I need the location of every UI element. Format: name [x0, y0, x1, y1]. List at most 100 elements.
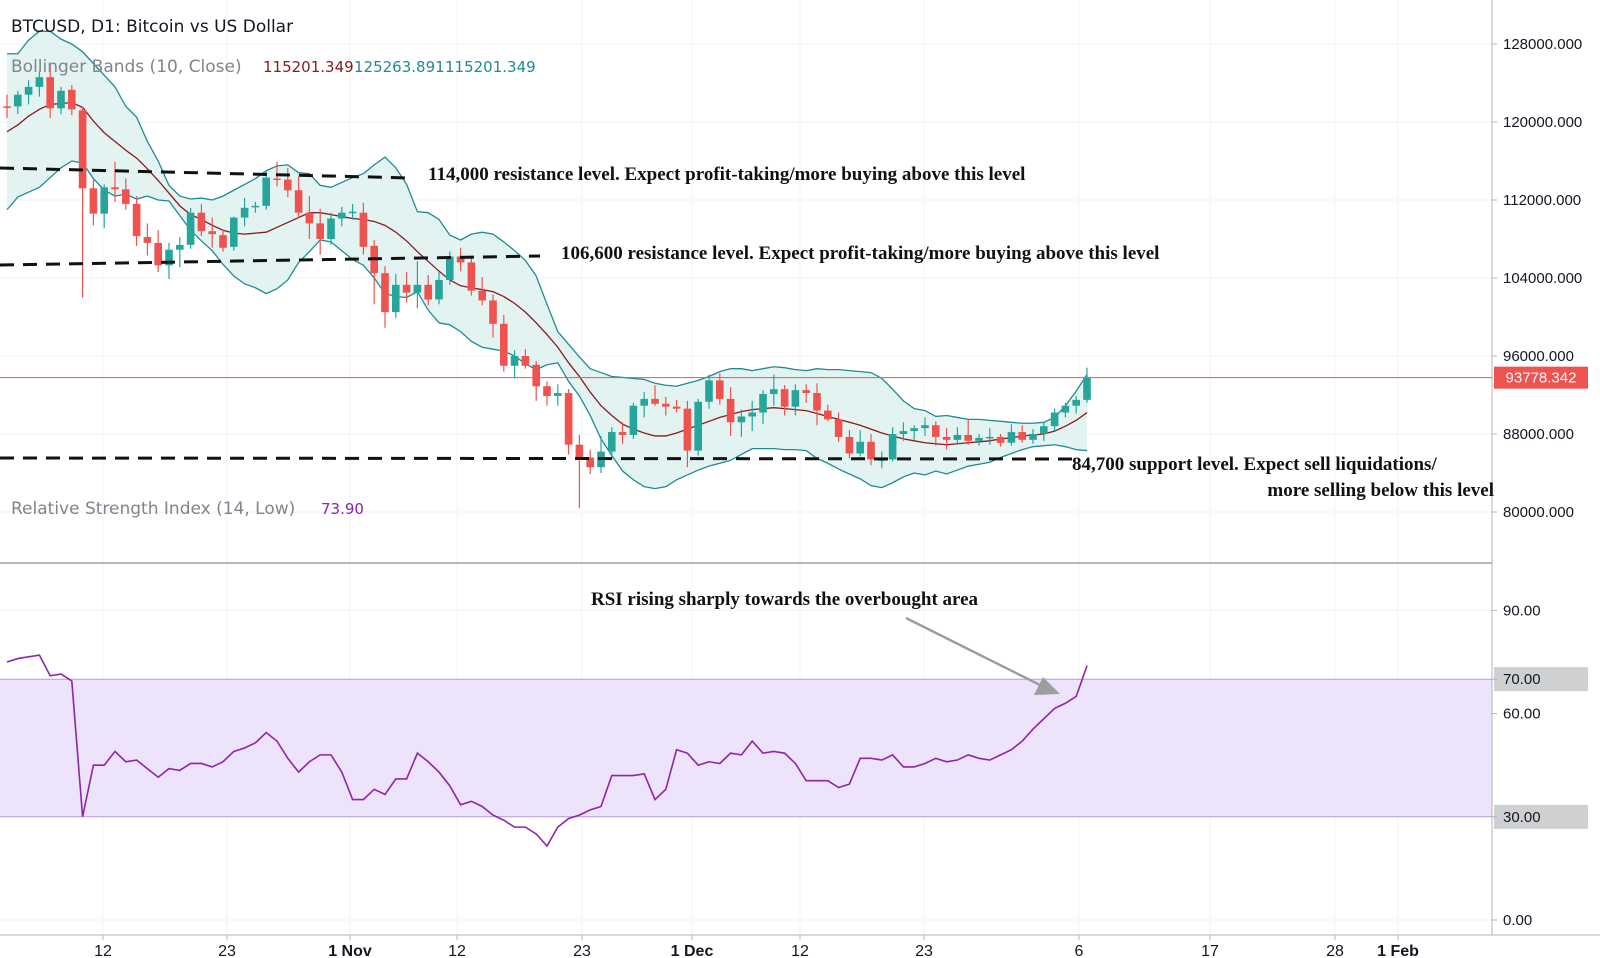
- candle[interactable]: [586, 449, 594, 474]
- candle[interactable]: [154, 230, 162, 273]
- candle[interactable]: [1061, 402, 1070, 418]
- candle[interactable]: [662, 396, 670, 416]
- candle[interactable]: [176, 237, 184, 268]
- candle[interactable]: [143, 223, 152, 256]
- rsi-axis[interactable]: 90.00 70.00 60.00 30.00 0.00: [1492, 602, 1588, 929]
- candle[interactable]: [89, 179, 98, 226]
- candle[interactable]: [1040, 422, 1048, 441]
- candle[interactable]: [986, 428, 994, 445]
- candle[interactable]: [46, 63, 54, 119]
- candle[interactable]: [737, 409, 746, 437]
- candle[interactable]: [381, 266, 389, 328]
- candle[interactable]: [316, 208, 324, 255]
- candle[interactable]: [921, 417, 929, 436]
- candle[interactable]: [392, 274, 400, 318]
- candle[interactable]: [348, 203, 357, 220]
- candle[interactable]: [964, 419, 972, 445]
- candle[interactable]: [1007, 424, 1016, 446]
- candle[interactable]: [996, 434, 1005, 447]
- time-axis[interactable]: 12 23 1 Nov 12 23 1 Dec 12 23 6 17 28 1 Feb: [94, 935, 1419, 958]
- candle[interactable]: [100, 184, 108, 229]
- candle[interactable]: [500, 315, 508, 372]
- candle[interactable]: [953, 427, 962, 445]
- candle[interactable]: [230, 216, 238, 251]
- candle[interactable]: [543, 381, 551, 406]
- symbol-title[interactable]: BTCUSD, D1: Bitcoin vs US Dollar: [11, 17, 293, 37]
- candle[interactable]: [521, 349, 530, 369]
- candle[interactable]: [575, 434, 584, 509]
- candle[interactable]: [759, 390, 767, 425]
- candle[interactable]: [251, 201, 260, 213]
- candle[interactable]: [672, 399, 681, 413]
- candle[interactable]: [770, 374, 778, 406]
- candle[interactable]: [1083, 367, 1091, 403]
- candle[interactable]: [78, 106, 87, 298]
- candle[interactable]: [640, 392, 648, 418]
- candle[interactable]: [532, 360, 540, 401]
- candle[interactable]: [132, 196, 141, 246]
- candle[interactable]: [240, 198, 249, 227]
- candle[interactable]: [899, 422, 908, 441]
- candle[interactable]: [262, 171, 270, 210]
- candle[interactable]: [35, 71, 44, 97]
- candle[interactable]: [197, 203, 206, 237]
- bb-indicator-label[interactable]: Bollinger Bands (10, Close): [11, 57, 242, 77]
- candle[interactable]: [305, 196, 314, 239]
- candle[interactable]: [111, 161, 119, 202]
- candle[interactable]: [705, 374, 713, 409]
- candle[interactable]: [1029, 429, 1037, 444]
- rsi-indicator-label[interactable]: Relative Strength Index (14, Low): [11, 499, 295, 519]
- candle[interactable]: [726, 387, 735, 436]
- candle[interactable]: [370, 239, 378, 305]
- candle[interactable]: [564, 389, 573, 455]
- candle[interactable]: [1050, 408, 1059, 432]
- candle[interactable]: [845, 430, 854, 459]
- candle[interactable]: [975, 434, 983, 446]
- candle[interactable]: [435, 272, 443, 305]
- candle[interactable]: [791, 384, 800, 416]
- candle[interactable]: [651, 385, 659, 406]
- candle[interactable]: [510, 350, 519, 379]
- candle[interactable]: [813, 383, 821, 426]
- candle[interactable]: [402, 272, 411, 303]
- candle[interactable]: [834, 412, 843, 442]
- candle[interactable]: [219, 229, 227, 252]
- candle[interactable]: [748, 400, 756, 432]
- candle[interactable]: [824, 404, 832, 422]
- candle[interactable]: [683, 400, 692, 468]
- candle[interactable]: [3, 94, 11, 119]
- candle[interactable]: [942, 428, 951, 450]
- candle[interactable]: [802, 384, 810, 403]
- candle[interactable]: [910, 425, 918, 440]
- candle[interactable]: [359, 202, 368, 255]
- price-axis[interactable]: 128000.000 120000.000 112000.000 104000.000…: [1492, 36, 1582, 521]
- candle[interactable]: [208, 217, 216, 248]
- candle[interactable]: [338, 206, 346, 227]
- candle[interactable]: [24, 80, 33, 105]
- candle[interactable]: [284, 167, 292, 198]
- candle[interactable]: [1018, 425, 1026, 443]
- candle[interactable]: [489, 294, 497, 338]
- candle[interactable]: [57, 86, 65, 115]
- candle[interactable]: [694, 398, 702, 456]
- candle[interactable]: [327, 212, 335, 245]
- candle[interactable]: [294, 176, 303, 218]
- candle[interactable]: [716, 373, 724, 405]
- candle[interactable]: [629, 402, 638, 439]
- candle[interactable]: [186, 207, 195, 249]
- candle[interactable]: [1072, 395, 1080, 414]
- candle[interactable]: [888, 427, 897, 462]
- candle[interactable]: [780, 385, 789, 416]
- candle[interactable]: [478, 277, 486, 306]
- candle[interactable]: [68, 84, 76, 116]
- candle[interactable]: [554, 384, 562, 406]
- candle[interactable]: [932, 421, 940, 446]
- candle[interactable]: [856, 430, 864, 457]
- candle[interactable]: [424, 275, 432, 306]
- candle[interactable]: [467, 256, 476, 296]
- candle[interactable]: [456, 247, 465, 272]
- candle[interactable]: [608, 427, 616, 460]
- candle[interactable]: [413, 261, 422, 309]
- candle[interactable]: [618, 422, 627, 444]
- candle[interactable]: [122, 178, 130, 210]
